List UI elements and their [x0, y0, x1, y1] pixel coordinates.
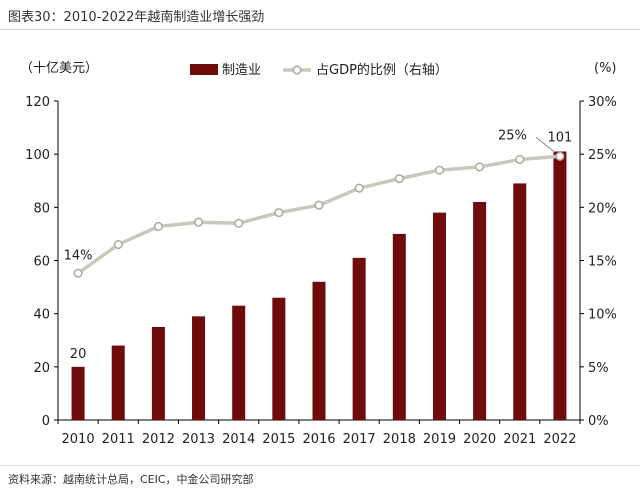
bar-2022 [553, 151, 567, 420]
right-tick-label: 10% [588, 308, 617, 323]
data-label-bar-2022: 101 [548, 131, 573, 146]
bar-2014 [232, 305, 246, 420]
x-tick-label: 2013 [182, 432, 215, 447]
left-tick-label: 20 [33, 361, 50, 376]
share-point-2021 [515, 154, 525, 165]
share-point-2013 [193, 217, 204, 227]
share-point-2011 [113, 240, 123, 250]
share-point-2016 [314, 200, 324, 210]
legend-swatch-bar [190, 64, 218, 75]
bar-2021 [513, 183, 527, 420]
x-tick-label: 2014 [222, 432, 255, 447]
bar-2012 [151, 326, 165, 420]
bar-2010 [71, 366, 85, 420]
x-tick-label: 2016 [302, 432, 335, 447]
x-tick-label: 2012 [142, 432, 175, 447]
right-tick-label: 25% [588, 148, 617, 163]
x-tick-label: 2015 [262, 432, 295, 447]
right-tick-label: 5% [588, 361, 609, 376]
left-tick-label: 100 [25, 148, 50, 163]
data-label-share-2010: 14% [64, 248, 93, 263]
right-tick-label: 20% [588, 201, 617, 216]
right-axis-label: (%) [594, 61, 617, 76]
left-tick-label: 60 [33, 255, 50, 270]
share-point-2010 [73, 268, 83, 278]
bar-2015 [272, 297, 286, 420]
share-point-2020 [475, 162, 485, 172]
share-line [77, 154, 561, 275]
left-tick-label: 40 [33, 308, 50, 323]
data-label-bar-2010: 20 [70, 347, 87, 362]
x-tick-label: 2011 [102, 432, 135, 447]
data-label-share-2022: 25% [498, 128, 527, 143]
x-tick-label: 2018 [383, 432, 416, 447]
left-tick-label: 120 [25, 95, 50, 110]
left-tick-label: 80 [33, 201, 50, 216]
share-point-2015 [274, 208, 284, 218]
source-divider [0, 465, 640, 466]
share-point-2012 [153, 221, 163, 232]
bar-2020 [473, 202, 487, 420]
bar-2011 [111, 345, 125, 420]
right-tick-label: 15% [588, 255, 617, 270]
legend-label-line: 占GDP的比例（右轴） [316, 62, 448, 78]
left-axis-label: （十亿美元） [20, 61, 98, 76]
x-tick-label: 2019 [423, 432, 456, 447]
share-point-2022 [555, 151, 565, 161]
share-point-2018 [394, 174, 404, 184]
bar-2016 [312, 281, 326, 420]
x-tick-label: 2017 [343, 432, 376, 447]
bar-2017 [352, 257, 366, 420]
share-point-2014 [234, 218, 244, 228]
x-tick-label: 2020 [463, 432, 496, 447]
share-point-2017 [354, 183, 364, 193]
source-note: 资料来源：越南统计总局，CEIC，中金公司研究部 [8, 473, 254, 486]
bar-2019 [432, 212, 446, 420]
title-divider [0, 29, 640, 30]
legend-label-bar: 制造业 [222, 63, 261, 78]
legend-swatch-marker [292, 65, 302, 75]
leader-line-2022 [535, 136, 556, 153]
bar-2018 [392, 233, 406, 420]
x-tick-label: 2022 [543, 432, 576, 447]
right-tick-label: 30% [588, 95, 617, 110]
right-tick-label: 0% [588, 414, 609, 429]
share-point-2019 [434, 165, 445, 175]
left-tick-label: 0 [42, 414, 50, 429]
bar-2013 [192, 316, 206, 420]
chart-title: 图表30：2010-2022年越南制造业增长强劲 [8, 10, 265, 25]
x-tick-label: 2021 [503, 432, 536, 447]
x-tick-label: 2010 [62, 432, 95, 447]
